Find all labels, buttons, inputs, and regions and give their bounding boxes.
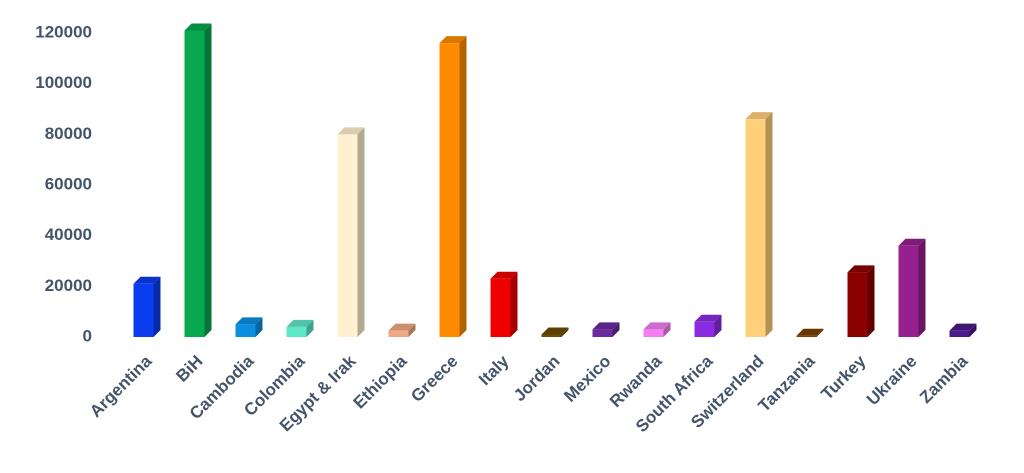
bar-top [286,319,314,327]
bar-front [949,330,970,337]
bar-front [184,30,205,337]
bar [694,314,722,337]
bar-front [337,134,358,337]
x-tick-label: Greece [407,352,461,406]
x-tick-label: Ukraine [863,352,921,410]
bar [796,328,824,337]
bar-side [306,319,314,337]
bar [184,23,212,337]
bar [643,322,671,337]
bar [286,319,314,337]
bar-side [867,265,875,337]
bar-side [969,323,977,337]
y-tick-label: 60000 [45,174,92,193]
x-tick-label: BiH [172,352,206,386]
bar-front [643,329,664,337]
bar-top [184,23,212,31]
bar-side [510,271,518,337]
bar [898,238,926,337]
bar [235,317,263,337]
bar-side [204,23,212,337]
bar-top [133,276,161,284]
y-tick-label: 0 [83,326,92,345]
bar [388,323,416,337]
bar-top [745,112,773,120]
bar-top [388,323,416,331]
bar-side [816,328,824,337]
bar-front [898,245,919,337]
x-tick-label: Italy [475,351,513,389]
y-tick-label: 40000 [45,225,92,244]
bar-side [255,317,263,337]
bar-front [235,324,256,337]
bar-top [235,317,263,325]
bar-front [439,43,460,337]
x-tick-label: Tanzania [755,351,819,415]
bar-top [490,271,518,279]
bar-side [918,238,926,337]
bar [592,322,620,337]
bar-top [337,127,365,135]
bar-side [357,127,365,337]
bar-top [541,327,569,335]
bar-top [694,314,722,322]
x-tick-label: Ethiopia [350,351,411,412]
x-tick-label: Zambia [916,351,972,407]
x-tick-label: Jordan [510,352,564,406]
bar [745,112,773,337]
bar-top [898,238,926,246]
bar-side [663,322,671,337]
bar-top [643,322,671,330]
x-tick-label: Argentina [86,351,156,421]
bar [337,127,365,337]
bar-front [133,283,154,337]
bar [949,323,977,337]
bar-front [490,278,511,337]
bar-front [592,329,613,337]
bar-top [847,265,875,273]
bar-top [592,322,620,330]
y-tick-label: 20000 [45,276,92,295]
bar-top [439,36,467,44]
bar [847,265,875,337]
bar-front [745,119,766,337]
y-tick-label: 80000 [45,124,92,143]
y-tick-label: 120000 [35,22,92,41]
bar-top [796,328,824,336]
bar-side [408,323,416,337]
bar-side [561,327,569,337]
bar-side [612,322,620,337]
bar-top [949,323,977,331]
bar-front [694,321,715,337]
bar [439,36,467,337]
bar [133,276,161,337]
bar-side [153,276,161,337]
bar [490,271,518,337]
bar-side [765,112,773,337]
bar-side [459,36,467,337]
bar-front [541,334,562,337]
bar-side [714,314,722,337]
bar-front [388,330,409,337]
bar-front [847,272,868,337]
bar-front [796,335,817,337]
bar-front [286,326,307,337]
bar [541,327,569,337]
y-tick-label: 100000 [35,73,92,92]
